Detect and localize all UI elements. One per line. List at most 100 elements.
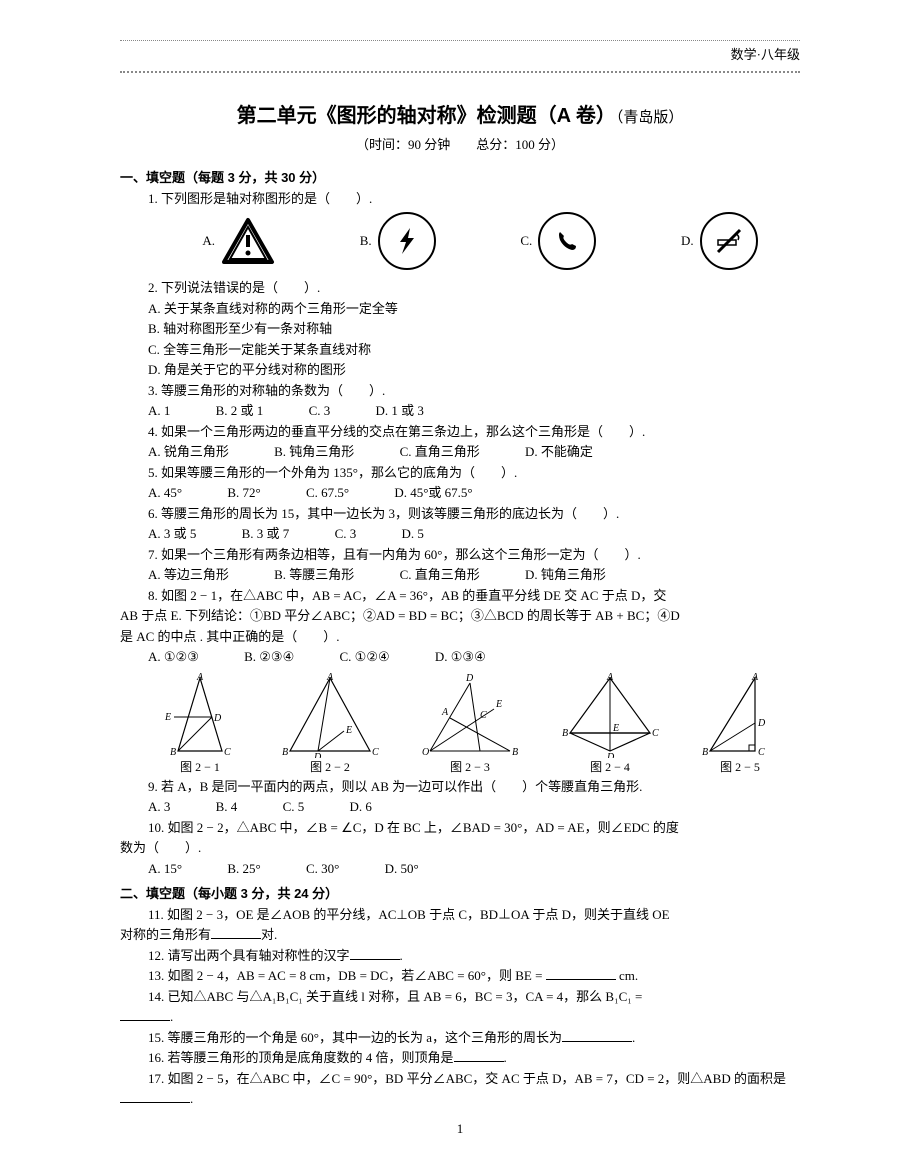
q11-l2: 对称的三角形有对. [120,925,800,945]
svg-text:D: D [757,718,766,729]
fig-2-5: A D B C 图 2 − 5 [700,673,780,776]
q13-unit: cm. [616,968,638,983]
q2-c: C. 全等三角形一定能关于某条直线对称 [148,340,800,360]
q4-text: 4. 如果一个三角形两边的垂直平分线的交点在第三条边上，那么这个三角形是（ ）. [148,422,800,442]
q4-b: B. 钝角三角形 [274,442,354,462]
q3-c: C. 3 [309,401,331,421]
q7-a: A. 等边三角形 [148,565,229,585]
q3-b: B. 2 或 1 [216,401,264,421]
q8-c: C. ①②④ [340,647,390,667]
svg-text:B: B [562,728,568,739]
q14-blank [120,1007,170,1021]
q4-c: C. 直角三角形 [400,442,480,462]
q1-options: A. B. C. D. [160,212,800,270]
q2-b: B. 轴对称图形至少有一条对称轴 [148,319,800,339]
lightning-icon [378,212,436,270]
q15-text: 15. 等腰三角形的一个角是 60°，其中一边的长为 a，这个三角形的周长为 [148,1030,562,1045]
q12-text: 12. 请写出两个具有轴对称性的汉字 [148,948,350,963]
svg-text:A: A [606,673,614,683]
q9-text: 9. 若 A，B 是同一平面内的两点，则以 AB 为一边可以作出（ ）个等腰直角… [148,777,800,797]
q7-text: 7. 如果一个三角形有两条边相等，且有一内角为 60°，那么这个三角形一定为（ … [148,545,800,565]
fig-2-2: A B D E C 图 2 − 2 [280,673,380,776]
no-smoking-icon [700,212,758,270]
q1-d-label: D. [681,231,694,251]
q16-dot: . [504,1050,507,1065]
fig5-label: 图 2 − 5 [700,758,780,776]
svg-text:B: B [170,747,176,758]
q9-c: C. 5 [283,797,305,817]
q6-a: A. 3 或 5 [148,524,196,544]
svg-text:B: B [702,747,708,758]
q13: 13. 如图 2 − 4，AB = AC = 8 cm，DB = DC，若∠AB… [148,966,800,986]
svg-text:A: A [441,707,449,718]
q7-b: B. 等腰三角形 [274,565,354,585]
svg-text:A: A [751,673,759,683]
q15: 15. 等腰三角形的一个角是 60°，其中一边的长为 a，这个三角形的周长为. [148,1028,800,1048]
q8-l1: 8. 如图 2 − 1，在△ABC 中，AB = AC，∠A = 36°，AB … [148,586,800,606]
q11-l1: 11. 如图 2 − 3，OE 是∠AOB 的平分线，AC⊥OB 于点 C，BD… [148,905,800,925]
q12: 12. 请写出两个具有轴对称性的汉字. [148,946,800,966]
phone-icon [538,212,596,270]
svg-text:D: D [313,752,322,758]
q8-l2: AB 于点 E. 下列结论：①BD 平分∠ABC；②AD = BD = BC；③… [120,606,800,626]
svg-text:O: O [422,747,429,758]
section-2-head: 二、填空题（每小题 3 分，共 24 分） [120,884,800,904]
svg-text:C: C [224,747,231,758]
q6-text: 6. 等腰三角形的周长为 15，其中一边长为 3，则该等腰三角形的底边长为（ ）… [148,504,800,524]
svg-text:A: A [326,673,334,683]
svg-text:B: B [282,747,288,758]
q3-opts: A. 1 B. 2 或 1 C. 3 D. 1 或 3 [148,401,800,421]
q15-blank [562,1028,632,1042]
svg-text:D: D [465,673,474,684]
q10-d: D. 50° [385,859,419,879]
q17-l1: 17. 如图 2 − 5，在△ABC 中，∠C = 90°，BD 平分∠ABC，… [148,1069,800,1089]
svg-text:E: E [345,725,352,736]
q16: 16. 若等腰三角形的顶角是底角度数的 4 倍，则顶角是. [148,1048,800,1068]
q11-blank [211,925,261,939]
q5-c: C. 67.5° [306,483,349,503]
q8-a: A. ①②③ [148,647,199,667]
title-version: （青岛版） [616,109,684,126]
q5-opts: A. 45° B. 72° C. 67.5° D. 45°或 67.5° [148,483,800,503]
q10-b: B. 25° [227,859,260,879]
q12-dot: . [400,948,403,963]
q4-opts: A. 锐角三角形 B. 钝角三角形 C. 直角三角形 D. 不能确定 [148,442,800,462]
q8-b: B. ②③④ [244,647,294,667]
exam-page: 数学·八年级 第二单元《图形的轴对称》检测题（A 卷）（青岛版） （时间：90 … [0,0,920,1158]
q11-l2a: 对称的三角形有 [120,927,211,942]
exam-timing: （时间：90 分钟 总分：100 分） [120,135,800,155]
svg-text:C: C [652,728,659,739]
q4-a: A. 锐角三角形 [148,442,229,462]
q17-dot: . [190,1091,193,1106]
figure-row: A E D B C 图 2 − 1 A B D E C 图 2 − 2 [140,673,800,776]
q7-d: D. 钝角三角形 [525,565,606,585]
q17-blank [120,1089,190,1103]
page-number: 1 [120,1119,800,1139]
svg-text:C: C [372,747,379,758]
q15-dot: . [632,1030,635,1045]
fig-2-3: D A E C O B 图 2 − 3 [420,673,520,776]
fig2-label: 图 2 − 2 [280,758,380,776]
q1-text: 1. 下列图形是轴对称图形的是（ ）. [148,189,800,209]
svg-text:E: E [164,712,171,723]
q6-b: B. 3 或 7 [242,524,290,544]
fig-2-4: A B E C D 图 2 − 4 [560,673,660,776]
svg-text:A: A [196,673,204,683]
q1-opt-b: B. [360,212,436,270]
warning-triangle-icon [221,217,275,265]
q13-blank [546,966,616,980]
exam-title: 第二单元《图形的轴对称》检测题（A 卷）（青岛版） [120,101,800,131]
q3-d: D. 1 或 3 [375,401,423,421]
q7-c: C. 直角三角形 [400,565,480,585]
svg-text:B: B [512,747,518,758]
q3-text: 3. 等腰三角形的对称轴的条数为（ ）. [148,381,800,401]
q2-d: D. 角是关于它的平分线对称的图形 [148,360,800,380]
q12-blank [350,946,400,960]
section-1-head: 一、填空题（每题 3 分，共 30 分） [120,168,800,188]
q1-c-label: C. [520,231,532,251]
fig4-label: 图 2 − 4 [560,758,660,776]
q10-opts: A. 15° B. 25° C. 30° D. 50° [148,859,800,879]
q9-b: B. 4 [216,797,238,817]
svg-text:C: C [480,710,487,721]
q1-opt-c: C. [520,212,596,270]
